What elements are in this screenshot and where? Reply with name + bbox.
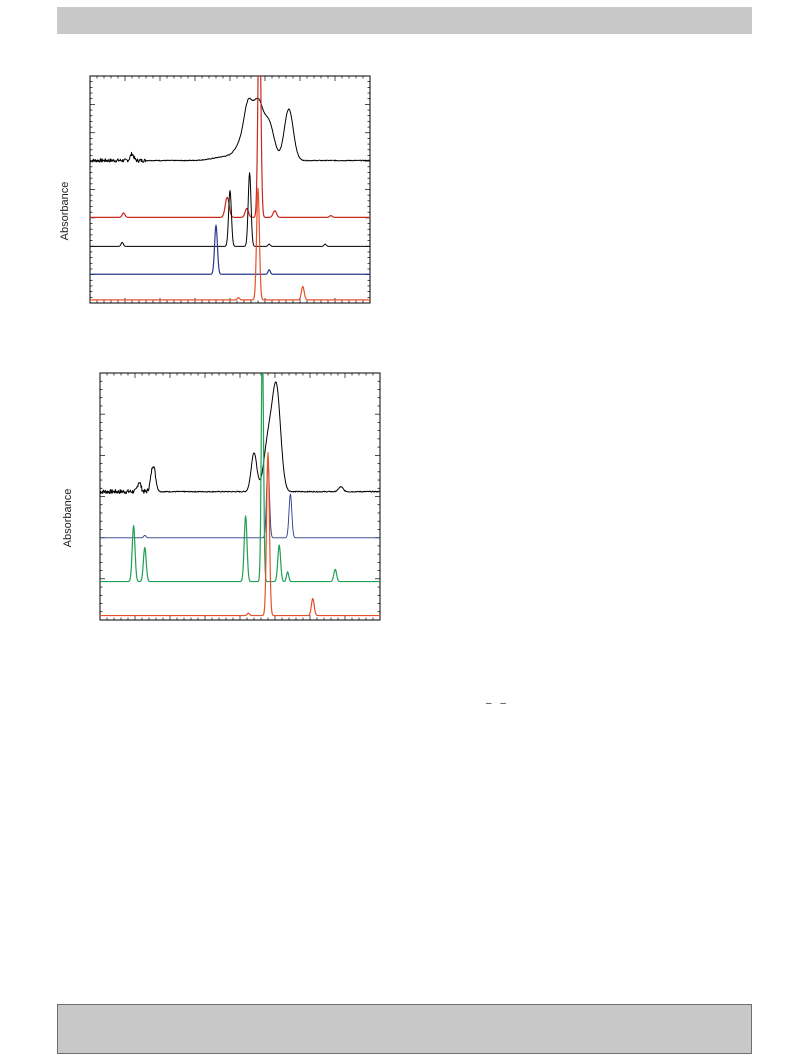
- spectrum-trace-2: [90, 76, 370, 218]
- footer-bar: [57, 1004, 752, 1054]
- header-bar: [57, 7, 752, 34]
- dash-mark: – –: [486, 698, 509, 709]
- spectrum-trace-5: [90, 187, 370, 301]
- spectrum-trace-1: [90, 97, 370, 163]
- plot-frame: [89, 75, 371, 304]
- spectrum-trace-3: [90, 172, 370, 247]
- spectrum-trace-4: [90, 224, 370, 275]
